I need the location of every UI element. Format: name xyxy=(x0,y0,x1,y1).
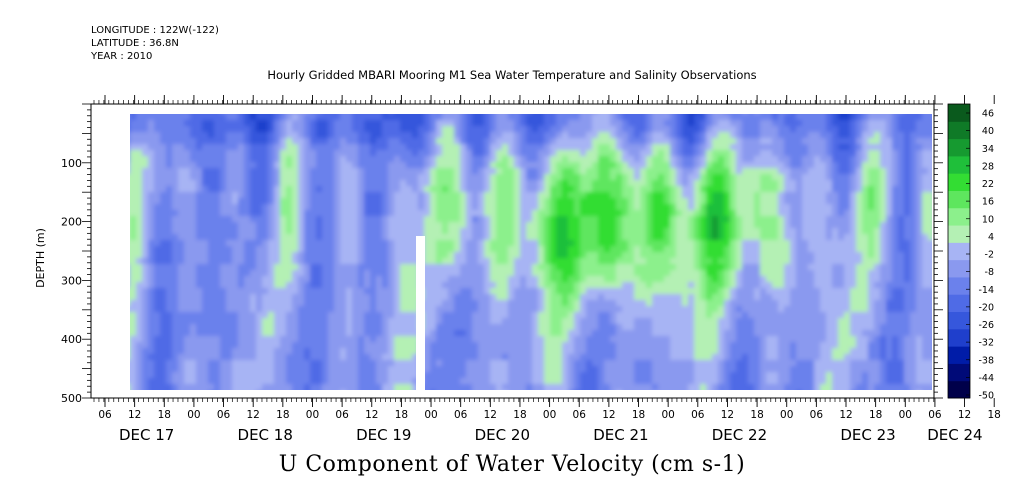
x-hour-label: 12 xyxy=(721,409,734,421)
x-day-label: DEC 20 xyxy=(475,426,530,444)
colorbar-label: -26 xyxy=(978,320,994,331)
colorbar-label: -44 xyxy=(978,373,994,384)
x-hour-label: 06 xyxy=(810,409,824,421)
longitude-label: LONGITUDE : 122W(-122) xyxy=(91,25,219,36)
x-hour-label: 00 xyxy=(780,409,793,421)
x-axis-title: U Component of Water Velocity (cm s-1) xyxy=(278,452,746,477)
x-hour-label: 06 xyxy=(691,409,705,421)
colorbar: 46 40 34 28 22 16 10 4 -2 -8 -14 -20 -26 -32 -38 -44 -50 xyxy=(947,103,994,402)
colorbar-swatch xyxy=(948,311,970,330)
data-gap xyxy=(416,236,425,390)
y-tick-label: 300 xyxy=(61,274,82,287)
x-day-label: DEC 18 xyxy=(238,426,293,444)
colorbar-swatch xyxy=(948,363,970,382)
metadata-block: LONGITUDE : 122W(-122) LATITUDE : 36.8N … xyxy=(91,24,219,63)
colorbar-swatch xyxy=(948,173,970,191)
colorbar-label: 34 xyxy=(982,144,994,155)
x-hour-label: 12 xyxy=(484,409,497,421)
y-tick-label: 100 xyxy=(61,157,82,170)
colorbar-label: -32 xyxy=(978,338,994,349)
x-day-label: DEC 19 xyxy=(356,426,411,444)
colorbar-swatch xyxy=(948,328,970,347)
x-hour-label: 00 xyxy=(306,409,319,421)
x-hour-label: 12 xyxy=(839,409,852,421)
colorbar-swatch xyxy=(948,380,970,399)
y-tick-label: 500 xyxy=(61,392,82,405)
chart-title: Hourly Gridded MBARI Mooring M1 Sea Wate… xyxy=(267,68,757,82)
colorbar-label: 22 xyxy=(982,179,994,190)
colorbar-swatch xyxy=(948,259,970,278)
colorbar-swatch xyxy=(948,190,970,209)
colorbar-swatch xyxy=(948,121,970,140)
x-day-label: DEC 22 xyxy=(712,426,767,444)
x-hour-label: 06 xyxy=(928,409,942,421)
x-day-label: DEC 21 xyxy=(593,426,648,444)
x-hour-label: 18 xyxy=(632,409,645,421)
colorbar-label: -50 xyxy=(978,391,994,402)
x-hour-label: 06 xyxy=(573,409,587,421)
colorbar-swatch xyxy=(948,207,970,226)
x-hour-label: 06 xyxy=(217,409,231,421)
x-hour-label: 18 xyxy=(276,409,289,421)
colorbar-swatch xyxy=(948,155,970,174)
colorbar-swatch xyxy=(948,138,970,157)
x-hour-label: 00 xyxy=(187,409,200,421)
x-hour-label: 18 xyxy=(395,409,408,421)
x-hour-label: 06 xyxy=(454,409,468,421)
y-tick-label: 200 xyxy=(61,216,82,229)
colorbar-swatch xyxy=(948,276,970,295)
heatmap-field xyxy=(130,114,932,390)
latitude-label: LATITUDE : 36.8N xyxy=(91,38,179,49)
y-axis-title: DEPTH (m) xyxy=(34,228,47,288)
colorbar-swatch xyxy=(948,346,970,364)
x-hour-label: 06 xyxy=(335,409,349,421)
colorbar-swatch xyxy=(948,242,970,261)
colorbar-swatch xyxy=(948,225,970,243)
colorbar-label: -2 xyxy=(985,250,994,261)
x-hour-label: 00 xyxy=(424,409,437,421)
x-hour-label: 00 xyxy=(899,409,912,421)
x-hour-label: 06 xyxy=(98,409,112,421)
colorbar-label: -38 xyxy=(978,355,994,366)
x-axis-labels: 06 12 18 00 06 12 18 00 06 12 18 00 06 12 18 00 06 12 18 00… xyxy=(98,409,1001,444)
x-hour-label: 18 xyxy=(158,409,171,421)
x-day-label: DEC 23 xyxy=(840,426,895,444)
x-hour-label: 18 xyxy=(513,409,526,421)
colorbar-swatch xyxy=(948,104,970,122)
x-hour-label: 12 xyxy=(247,409,260,421)
colorbar-label: 10 xyxy=(982,214,994,225)
colorbar-label: 4 xyxy=(988,232,994,243)
x-hour-label: 18 xyxy=(988,409,1001,421)
colorbar-label: 40 xyxy=(982,126,994,137)
axis-ticks xyxy=(82,95,995,407)
colorbar-label: -20 xyxy=(978,302,994,313)
colorbar-label: -14 xyxy=(978,285,994,296)
colorbar-frame xyxy=(947,103,971,399)
x-hour-label: 18 xyxy=(750,409,763,421)
x-hour-label: 12 xyxy=(602,409,615,421)
colorbar-label: -8 xyxy=(985,267,994,278)
year-label: YEAR : 2010 xyxy=(91,51,153,62)
colorbar-swatch xyxy=(948,294,970,313)
y-axis-labels: 100 200 300 400 500 xyxy=(61,157,82,405)
y-tick-label: 400 xyxy=(61,333,82,346)
x-hour-label: 12 xyxy=(365,409,378,421)
colorbar-label: 46 xyxy=(982,109,994,120)
colorbar-label: 28 xyxy=(982,161,994,172)
x-hour-label: 12 xyxy=(128,409,141,421)
x-day-label: DEC 17 xyxy=(119,426,174,444)
x-hour-label: 00 xyxy=(543,409,556,421)
colorbar-label: 16 xyxy=(982,197,994,208)
x-hour-label: 00 xyxy=(661,409,674,421)
x-hour-label: 18 xyxy=(869,409,882,421)
x-day-label: DEC 24 xyxy=(927,426,982,444)
x-hour-label: 12 xyxy=(958,409,971,421)
